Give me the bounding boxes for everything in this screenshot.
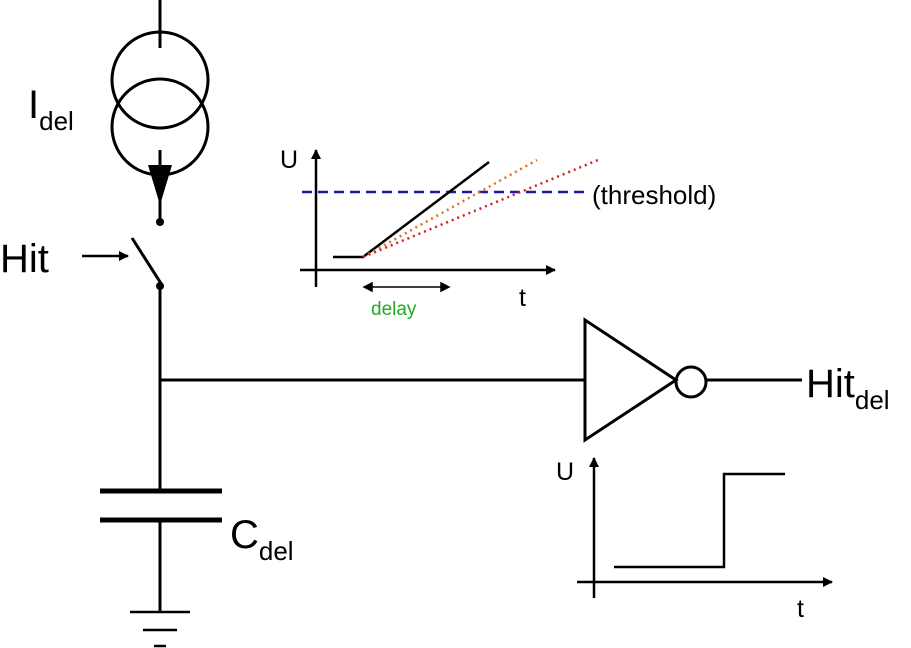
threshold-label: (threshold)	[592, 180, 716, 210]
hit-switch	[130, 237, 164, 286]
delay-label: delay	[371, 299, 417, 320]
delay-double-arrow	[362, 281, 451, 293]
capacitor-label: Cdel	[230, 513, 294, 566]
output-label: Hitdel	[806, 362, 890, 415]
step-plot: U t	[556, 457, 833, 623]
ramp-plot: U t (threshold) delay	[280, 146, 716, 320]
ramp-x-axis-label: t	[519, 284, 526, 312]
current-source-label: Idel	[28, 83, 74, 136]
ramp-solid-line	[333, 161, 490, 259]
step-signal	[614, 472, 785, 569]
ramp-red-dotted	[362, 158, 599, 259]
inverter-triangle	[583, 317, 679, 443]
hit-label: Hit	[0, 237, 49, 281]
step-y-axis-label: U	[556, 458, 574, 486]
ramp-y-axis-label: U	[280, 146, 298, 174]
current-direction-arrow-icon	[148, 165, 172, 205]
switch-top-node	[156, 218, 164, 226]
ground-icon	[130, 610, 190, 648]
ramp-orange-dotted	[362, 158, 538, 259]
inverter-bubble	[674, 365, 708, 399]
step-x-axis-label: t	[797, 595, 804, 623]
